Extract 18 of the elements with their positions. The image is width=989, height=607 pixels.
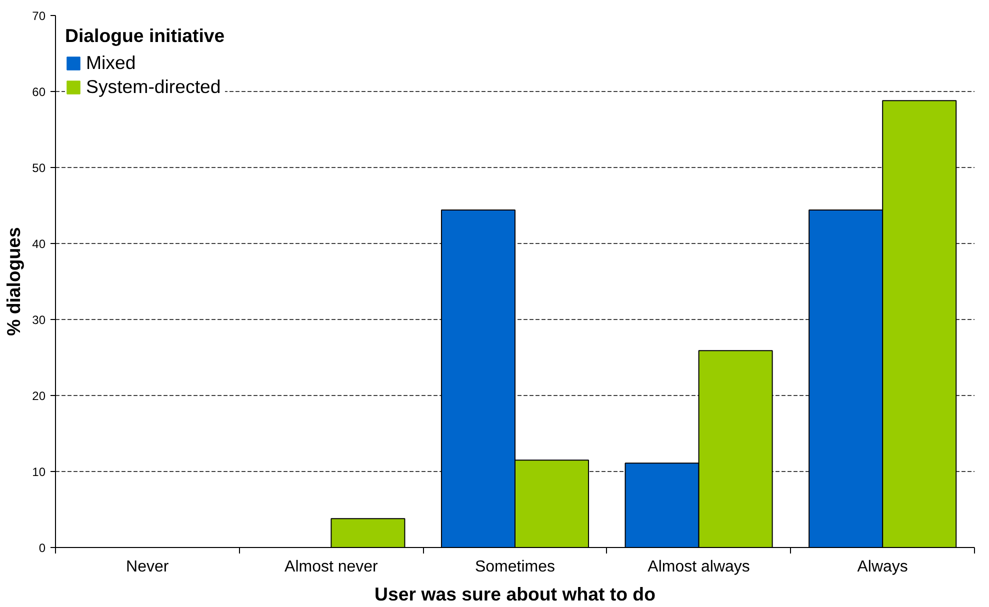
x-tick-label: Never (126, 558, 170, 576)
x-tick-label: Sometimes (474, 558, 556, 576)
x-tick-label: Almost always (648, 558, 750, 576)
y-tick-label: 20 (32, 389, 46, 403)
y-tick-label: 0 (38, 541, 46, 555)
x-tick-label: Almost never (284, 558, 379, 576)
y-tick-label: 70 (32, 9, 46, 23)
x-tick-label: Always (857, 558, 908, 576)
y-axis-title: % dialogues (3, 227, 24, 336)
x-axis-title: User was sure about what to do (374, 584, 656, 604)
y-tick-label: 40 (32, 237, 46, 251)
legend-label: Mixed (86, 52, 136, 74)
y-tick-label: 10 (32, 465, 46, 479)
y-tick-label: 30 (32, 313, 46, 327)
legend-title: Dialogue initiative (65, 25, 225, 47)
y-tick-label: 50 (32, 161, 46, 175)
y-tick-label: 60 (32, 85, 46, 99)
legend-label: System-directed (86, 76, 221, 98)
